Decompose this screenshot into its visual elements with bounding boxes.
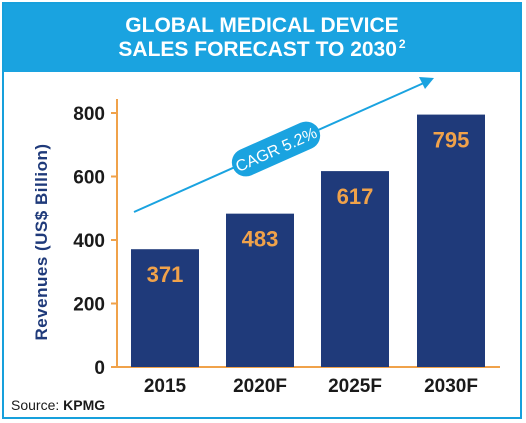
x-tick-label: 2020F: [233, 376, 287, 397]
y-axis-title: Revenues (US$ Billion): [32, 143, 51, 340]
bar-2015: [131, 249, 199, 367]
bar-value-label: 617: [337, 184, 374, 209]
source-note: Source: KPMG: [11, 397, 105, 413]
x-tick-label: 2025F: [328, 376, 382, 397]
y-tick-label: 600: [73, 168, 105, 189]
source-value: KPMG: [63, 397, 106, 413]
y-tick-label: 400: [73, 231, 105, 252]
cagr-badge-background: [231, 121, 321, 177]
bar-value-label: 371: [147, 262, 184, 287]
title-line-2: SALES FORECAST TO 2030 2: [118, 38, 405, 62]
title-line-2-text: SALES FORECAST TO 2030: [118, 38, 397, 61]
y-tick-label: 200: [73, 295, 105, 316]
x-tick-label: 2030F: [424, 376, 478, 397]
y-tick-label: 800: [73, 104, 105, 125]
y-tick-label: 0: [94, 358, 105, 379]
title-footnote-marker: 2: [398, 37, 406, 51]
bar-value-label: 483: [242, 227, 279, 252]
bar-2025F: [321, 171, 389, 367]
chart-title-banner: GLOBAL MEDICAL DEVICE SALES FORECAST TO …: [4, 4, 520, 72]
bar-2030F: [417, 114, 485, 368]
cagr-badge: CAGR 5.2%: [231, 121, 321, 177]
source-label: Source:: [11, 397, 60, 413]
x-tick-label: 2015: [144, 376, 187, 397]
title-line-1: GLOBAL MEDICAL DEVICE: [125, 14, 399, 37]
bar-2020F: [226, 213, 294, 367]
bar-value-label: 795: [433, 128, 470, 153]
trend-arrowhead: [419, 77, 434, 89]
